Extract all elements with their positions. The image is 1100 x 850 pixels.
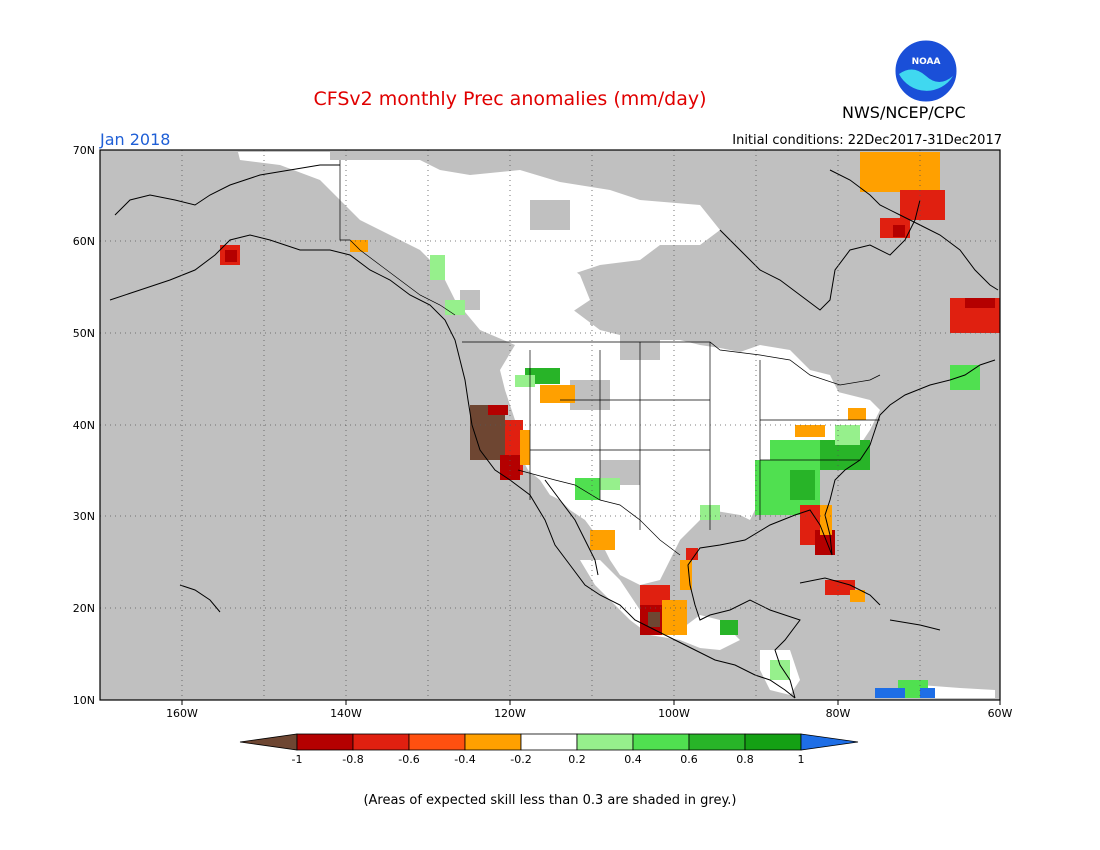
lat-label-30n: 30N <box>73 510 95 523</box>
colorbar-bin-4 <box>464 733 522 751</box>
graticule <box>100 150 1000 700</box>
colorbar-bin-2 <box>352 733 410 751</box>
lon-label-60w: 60W <box>988 707 1013 720</box>
colorbar-label-2: -0.6 <box>398 753 419 766</box>
lon-label-140w: 140W <box>330 707 362 720</box>
colorbar-bin-9 <box>744 733 802 751</box>
colorbar-label-1: -0.8 <box>342 753 363 766</box>
colorbar <box>239 733 859 751</box>
colorbar-label-4: -0.2 <box>510 753 531 766</box>
lat-label-20n: 20N <box>73 602 95 615</box>
lon-label-120w: 120W <box>494 707 526 720</box>
lat-label-10n: 10N <box>73 694 95 707</box>
footnote: (Areas of expected skill less than 0.3 a… <box>363 793 737 808</box>
green-regions <box>430 255 980 698</box>
colorbar-label-8: 0.8 <box>736 753 754 766</box>
colorbar-label-5: 0.2 <box>568 753 586 766</box>
map-frame <box>99 149 1001 701</box>
valid-month: Jan 2018 <box>100 130 171 149</box>
noaa-logo-text: NOAA <box>912 57 941 67</box>
coastlines <box>109 164 999 699</box>
chart-title-text: CFSv2 monthly Prec anomalies (mm/day) <box>313 88 707 110</box>
colorbar-right-arrow <box>800 733 859 751</box>
lon-label-160w: 160W <box>166 707 198 720</box>
initial-conditions: Initial conditions: 22Dec2017-31Dec2017 <box>732 133 1002 148</box>
colorbar-label-6: 0.4 <box>624 753 642 766</box>
colorbar-label-0: -1 <box>292 753 303 766</box>
lon-label-80w: 80W <box>826 707 851 720</box>
colorbar-label-7: 0.6 <box>680 753 698 766</box>
colorbar-bin-8 <box>688 733 746 751</box>
noaa-logo: NOAA <box>894 39 958 103</box>
lat-label-70n: 70N <box>73 144 95 157</box>
borders <box>339 160 881 556</box>
agency-label: NWS/NCEP/CPC <box>842 103 966 122</box>
tick-marks <box>181 700 1001 705</box>
colorbar-left-arrow <box>239 733 298 751</box>
lat-label-40n: 40N <box>73 419 95 432</box>
lat-label-50n: 50N <box>73 327 95 340</box>
colorbar-bin-7 <box>632 733 690 751</box>
lon-label-100w: 100W <box>658 707 690 720</box>
dry-regions <box>220 152 1000 698</box>
colorbar-bin-5 <box>520 733 578 751</box>
colorbar-label-9: 1 <box>798 753 805 766</box>
lat-label-60n: 60N <box>73 235 95 248</box>
chart-title: CFSv2 monthly Prec anomalies (mm/day) <box>0 88 1100 110</box>
colorbar-bin-3 <box>408 733 466 751</box>
colorbar-bin-1 <box>296 733 354 751</box>
colorbar-bin-6 <box>576 733 634 751</box>
colorbar-label-3: -0.4 <box>454 753 475 766</box>
